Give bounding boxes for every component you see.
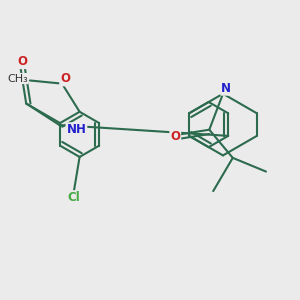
Text: O: O bbox=[17, 55, 27, 68]
Text: CH₃: CH₃ bbox=[7, 74, 28, 83]
Text: O: O bbox=[170, 130, 180, 143]
Text: NH: NH bbox=[67, 123, 86, 136]
Text: Cl: Cl bbox=[68, 191, 80, 204]
Text: N: N bbox=[221, 82, 231, 95]
Text: O: O bbox=[60, 72, 70, 86]
